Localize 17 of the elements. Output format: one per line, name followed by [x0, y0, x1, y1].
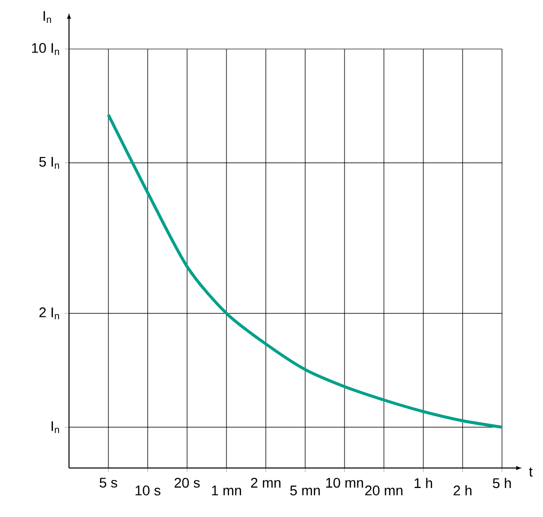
x-tick-label: 20 mn [365, 486, 402, 496]
x-axis-title: t [529, 467, 533, 477]
x-tick-label: 20 s [174, 478, 200, 488]
line-series [106, 113, 502, 429]
x-tick-label: 10 s [136, 486, 160, 496]
x-tick-label: 5 h [492, 478, 511, 488]
x-tick-label: 10 mn [326, 478, 364, 488]
x-tick-label: 1 mn [212, 486, 242, 496]
x-tick-label: 5 mn [290, 486, 320, 496]
x-tick-label: 2 h [454, 485, 472, 496]
x-tick-label: 5 s [100, 478, 118, 488]
x-tick-label: 1 h [414, 478, 432, 488]
y-tick-label: I$_{n}$ [52, 421, 60, 434]
y-tick-label: 2 I$_{n}$ [39, 307, 60, 320]
y-tick-label: 5 I$_{n}$ [39, 156, 60, 169]
y-tick-label: 10 I$_{n}$ [32, 43, 60, 55]
x-tick-label: 2 mn [251, 478, 280, 488]
